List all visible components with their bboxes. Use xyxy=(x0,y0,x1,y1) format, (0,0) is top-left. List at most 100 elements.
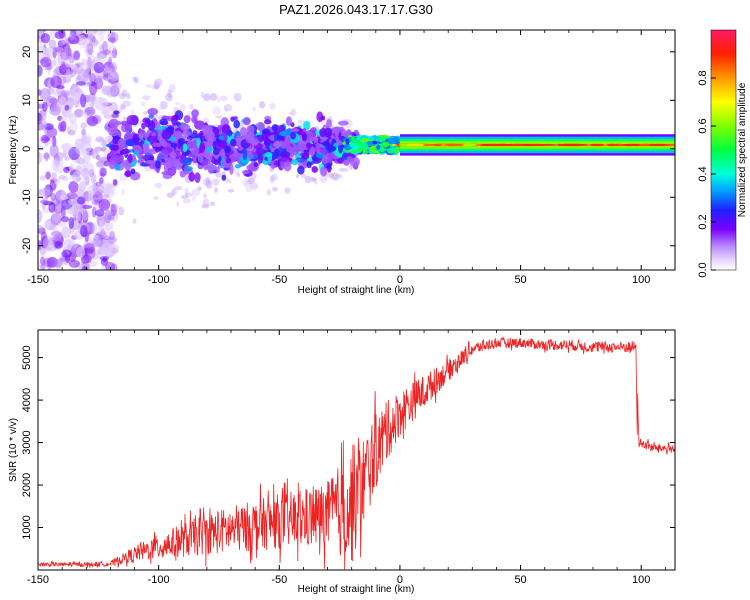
spectrogram-blob xyxy=(322,154,328,165)
spectrogram-blob xyxy=(297,165,305,175)
spectrogram-blob xyxy=(44,219,51,230)
spectrogram-blob xyxy=(161,148,169,154)
spectrogram-blob xyxy=(191,115,197,124)
spectrogram-blob xyxy=(212,106,221,115)
y-tick-label: 2000 xyxy=(21,473,33,497)
spectrogram-blob xyxy=(130,109,135,117)
spectrogram-blob xyxy=(269,102,276,110)
spectrogram-blob xyxy=(250,184,259,191)
spectrogram-blob xyxy=(200,91,204,99)
spectrogram-blob xyxy=(209,201,216,207)
chart-title: PAZ1.2026.043.17.17.G30 xyxy=(279,2,433,17)
spectrogram-blob xyxy=(267,153,273,163)
spectrogram-blob xyxy=(230,116,235,122)
spectrogram-blob xyxy=(464,143,477,147)
spectrogram-blob xyxy=(112,82,122,91)
spectrogram-blob xyxy=(623,143,640,146)
spectrogram-blob xyxy=(124,161,132,171)
x-tick-label: 100 xyxy=(632,274,650,286)
spectrogram-blob xyxy=(89,73,96,83)
spectrogram-blob xyxy=(121,89,128,97)
spectrogram-blob xyxy=(109,53,116,59)
spectrogram-blob xyxy=(147,108,159,116)
spectrogram-blob xyxy=(133,151,139,156)
spectrogram-blob xyxy=(81,111,88,118)
spectrogram-blob xyxy=(104,209,112,224)
spectrogram-blob xyxy=(44,151,49,162)
spectrogram-blob xyxy=(77,34,87,48)
spectrogram-blob xyxy=(140,101,146,107)
snr-frame xyxy=(37,329,676,571)
spectrogram-blob xyxy=(81,204,93,209)
spectrogram-blob xyxy=(204,130,215,142)
spectrogram-blob xyxy=(142,155,151,160)
spectrogram-blob xyxy=(219,95,228,102)
spectrogram-blob xyxy=(394,148,400,154)
spectrogram-blob xyxy=(257,153,264,164)
spectrogram-blob xyxy=(145,159,154,165)
spectrogram-blob xyxy=(153,84,160,89)
spectrogram-blob xyxy=(38,188,51,197)
spectrogram-blob xyxy=(71,86,83,101)
spectrogram-blob xyxy=(108,159,116,170)
spectrogram-blob xyxy=(130,168,136,175)
spectrogram-blob xyxy=(65,68,71,81)
spectrogram-blob xyxy=(225,157,232,164)
x-tick-label: -50 xyxy=(271,574,287,586)
spectrogram-blob xyxy=(54,178,61,185)
spectrogram-blob xyxy=(291,159,299,166)
spectrogram-blob xyxy=(68,32,75,41)
spectrogram-blob xyxy=(93,61,105,74)
spectrogram-blob xyxy=(191,195,196,202)
spectrogram-blob xyxy=(171,114,178,126)
spectrogram-blob xyxy=(104,261,115,270)
spectrogram-blob xyxy=(170,142,178,148)
spectrogram-blob xyxy=(67,208,75,214)
spectrogram-blob xyxy=(510,143,525,146)
spectrogram-blob xyxy=(52,68,58,75)
top-y-axis-label: Frequency (Hz) xyxy=(8,116,19,185)
spectrogram-blob xyxy=(89,260,97,268)
spectrogram-blob xyxy=(225,179,232,184)
spectrogram-blob xyxy=(161,171,173,176)
spectrogram-blob xyxy=(110,203,119,211)
spectrogram-blob xyxy=(80,140,92,154)
spectrogram-blob xyxy=(245,183,253,193)
spectrogram-blob xyxy=(127,153,133,164)
spectrogram-blob xyxy=(38,65,43,77)
snr-series-line xyxy=(38,336,675,570)
spectrogram-blob xyxy=(40,56,52,68)
spectrogram-blob xyxy=(155,160,161,169)
snr-panel: -150 -100 -50 0 50 100 1000 2000 3000 4000 5000 H… xyxy=(8,329,676,595)
spectrogram-blob xyxy=(326,118,332,128)
spectrogram-blob xyxy=(310,147,316,154)
spectrogram-blob xyxy=(92,238,102,247)
spectrogram-blob xyxy=(157,152,169,160)
spectrogram-blob xyxy=(608,143,618,146)
spectrogram-blob xyxy=(154,182,163,189)
spectrogram-blob xyxy=(341,153,349,158)
spectrogram-blob xyxy=(209,93,218,101)
spectrogram-blob xyxy=(78,181,87,192)
spectrogram-blob xyxy=(108,118,119,129)
spectrogram-blob xyxy=(242,169,250,175)
spectrogram-blob xyxy=(218,140,228,148)
spectrogram-blob xyxy=(252,139,259,146)
spectrogram-blob xyxy=(233,119,240,129)
spectrogram-blob xyxy=(326,145,337,152)
spectrogram-blob xyxy=(215,115,223,119)
spectrogram-blob xyxy=(60,89,71,97)
spectrogram-blob xyxy=(54,241,64,249)
spectrogram-blob xyxy=(194,172,201,184)
spectrogram-blob xyxy=(203,178,210,187)
spectrogram-blob xyxy=(217,171,221,178)
spectrogram-blob xyxy=(68,259,80,268)
spectrogram-blob xyxy=(242,116,251,126)
spectrogram-blob xyxy=(40,264,46,270)
spectrogram-blob xyxy=(61,226,72,239)
spectrogram-blob xyxy=(280,135,286,142)
spectrogram-blob xyxy=(187,153,194,158)
spectrogram-blob xyxy=(90,172,97,184)
spectrogram-blob xyxy=(113,110,120,115)
spectrogram-blob xyxy=(118,205,124,214)
